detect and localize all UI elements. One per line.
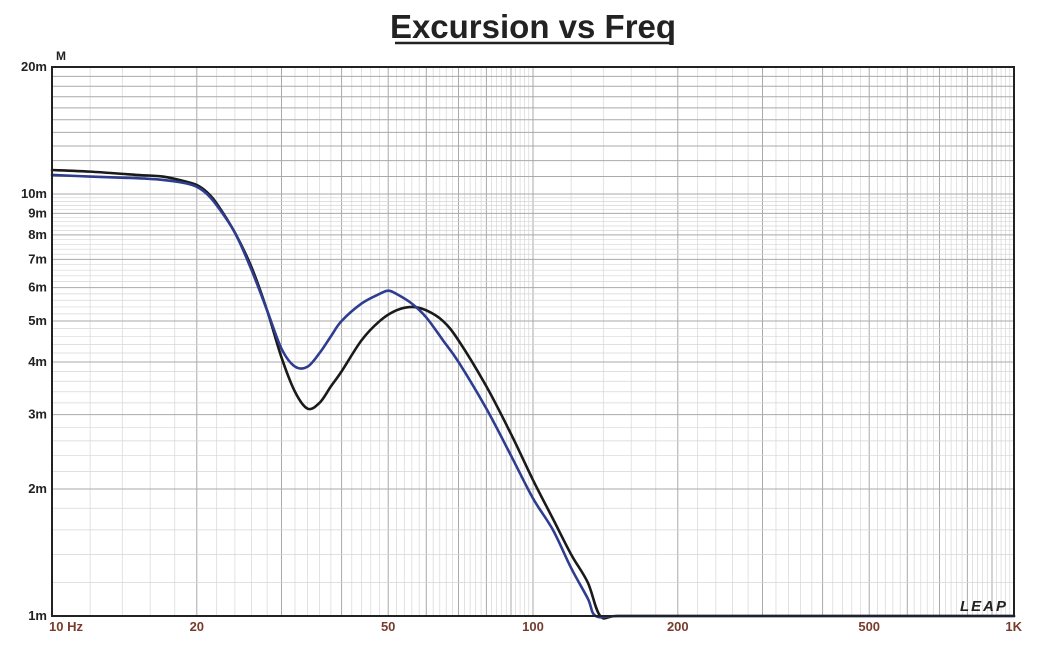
y-axis-labels: 20m 10m 9m 8m 7m 6m 5m 4m 3m 2m 1m — [21, 59, 47, 623]
y-tick-label: 3m — [28, 407, 47, 422]
x-tick-label: 1K — [1005, 619, 1022, 634]
y-tick-label: 9m — [28, 205, 47, 220]
leap-logo: LEAP — [960, 598, 1008, 615]
x-tick-label: 20 — [190, 619, 204, 634]
plot-frame — [51, 66, 1015, 617]
y-tick-label: 2m — [28, 481, 47, 496]
y-tick-label: 4m — [28, 354, 47, 369]
y-tick-label: 6m — [28, 280, 47, 295]
y-tick-label: 1m — [28, 608, 47, 623]
y-tick-label: 5m — [28, 313, 47, 328]
x-tick-label: 10 Hz — [49, 619, 83, 634]
x-tick-label: 50 — [381, 619, 395, 634]
chart-title: Excursion vs Freq — [390, 8, 676, 45]
grid — [52, 67, 1014, 616]
x-tick-label: 500 — [858, 619, 880, 634]
x-axis-labels: 10 Hz 20 50 100 200 500 1K — [49, 619, 1023, 634]
x-tick-label: 100 — [522, 619, 544, 634]
y-tick-label: 7m — [28, 251, 47, 266]
y-tick-label: 20m — [21, 59, 47, 74]
x-tick-label: 200 — [667, 619, 689, 634]
y-tick-label: 8m — [28, 227, 47, 242]
y-unit-label: M — [56, 49, 66, 63]
y-tick-label: 10m — [21, 186, 47, 201]
